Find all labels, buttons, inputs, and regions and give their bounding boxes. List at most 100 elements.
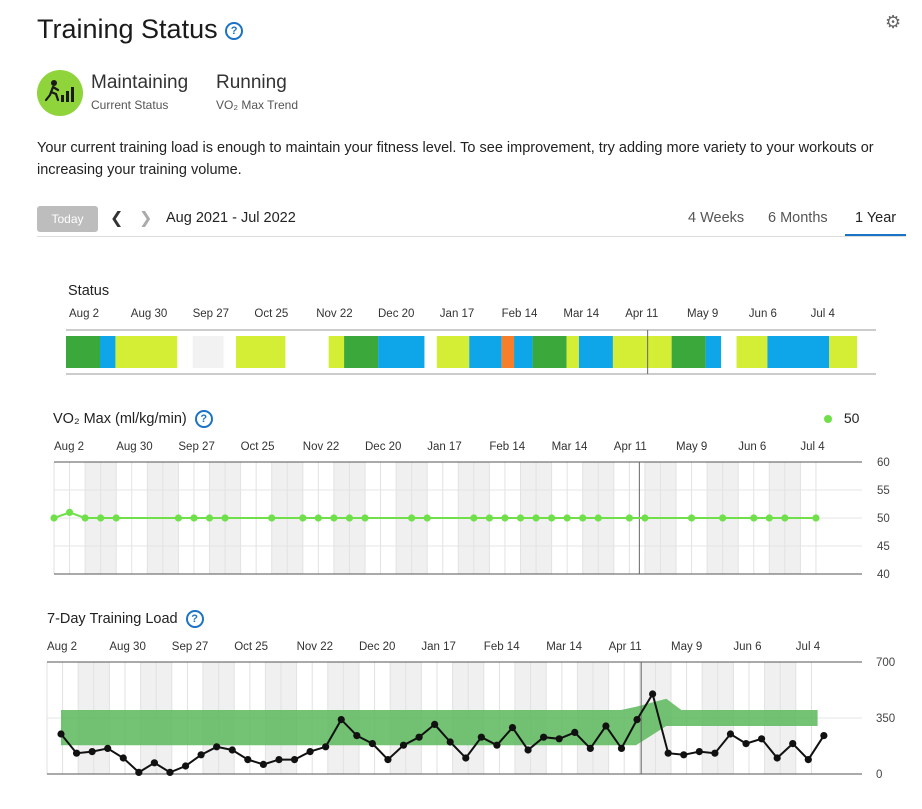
vo2-data-point [812, 514, 820, 522]
load-data-point [275, 756, 283, 764]
load-data-point [181, 762, 190, 770]
vo2-month-label: Oct 25 [241, 441, 275, 453]
load-data-point [649, 690, 657, 698]
load-month-label: Oct 25 [234, 641, 268, 653]
load-month-label: Nov 22 [297, 641, 333, 653]
load-y-tick-label: 0 [876, 769, 882, 781]
vo2-data-point [299, 514, 307, 522]
load-data-point [368, 740, 376, 748]
status-month-label: Mar 14 [563, 308, 599, 320]
load-data-point [384, 756, 392, 764]
chevron-left-icon[interactable]: ❮ [110, 210, 124, 227]
vo2-trend-value: Running [216, 72, 287, 93]
page-title: Training Status ? [37, 14, 244, 45]
vo2-y-tick-label: 50 [877, 513, 890, 525]
current-status-label: Current Status [91, 98, 169, 112]
load-month-label: Mar 14 [546, 641, 582, 653]
vo2-month-label: Apr 11 [614, 441, 647, 453]
vo2-data-point [641, 514, 649, 522]
tab-6-months[interactable]: 6 Months [768, 210, 828, 226]
vo2-y-tick-label: 40 [877, 569, 890, 581]
active-tab-indicator [845, 234, 906, 236]
vo2-month-label: Jul 4 [800, 441, 825, 453]
vo2-trend: Running VO₂ Max Trend [216, 72, 298, 112]
chevron-right-icon[interactable]: ❯ [139, 210, 153, 227]
load-data-point [353, 732, 361, 740]
status-month-label: Feb 14 [502, 308, 538, 320]
vo2-data-point [516, 514, 525, 522]
vo2-y-tick-label: 55 [877, 485, 890, 497]
load-chart-title: 7-Day Training Load ? [47, 610, 204, 628]
load-data-point [72, 749, 81, 757]
vo2-data-point [81, 514, 89, 522]
status-segment-productive [612, 336, 672, 368]
vo2-data-point [314, 514, 322, 522]
status-badge [37, 70, 83, 116]
vo2-data-point [50, 514, 58, 522]
load-data-point [602, 722, 610, 730]
load-y-tick-label: 350 [876, 713, 895, 725]
status-month-label: Aug 2 [69, 308, 99, 320]
load-data-point [415, 733, 423, 741]
load-data-point [290, 756, 299, 764]
vo2-month-label: Mar 14 [552, 441, 588, 453]
vo2-data-point [423, 514, 431, 522]
status-month-label: Jan 17 [440, 308, 475, 320]
status-segment-maintaining [66, 336, 100, 368]
vo2-data-point [65, 508, 74, 516]
load-data-point [446, 738, 454, 746]
vo2-help-icon[interactable]: ? [194, 410, 213, 428]
load-month-label: Feb 14 [484, 641, 520, 653]
load-data-point [789, 740, 797, 748]
help-icon[interactable]: ? [225, 21, 244, 40]
today-button[interactable]: Today [37, 206, 98, 232]
vo2-data-point [268, 514, 276, 522]
vo2-data-point [548, 514, 556, 522]
load-data-point [119, 754, 127, 762]
page-title-text: Training Status [37, 14, 218, 44]
load-month-label: Aug 2 [47, 641, 77, 653]
vo2-data-point [781, 514, 789, 522]
load-data-point [695, 748, 703, 756]
status-segment-recovery [99, 336, 116, 368]
vo2-data-point [330, 514, 338, 522]
vo2-data-point [205, 514, 214, 522]
load-data-point [213, 743, 221, 751]
load-data-point [259, 760, 267, 768]
load-data-point [571, 728, 579, 736]
vo2-month-label: Jun 6 [738, 441, 766, 453]
vo2-data-point [485, 514, 493, 522]
vo2-data-point [532, 514, 540, 522]
status-segment-recovery [578, 336, 613, 368]
load-data-point [57, 730, 65, 738]
load-data-point [166, 768, 174, 776]
tab-4-weeks[interactable]: 4 Weeks [688, 210, 745, 226]
load-data-point [633, 716, 641, 724]
vo2-data-point [97, 514, 105, 522]
status-month-label: Oct 25 [254, 308, 288, 320]
vo2-chart: Aug 2 Aug 30 Sep 27 Oct 25 Nov 22 Dec 20 Jan 1… [50, 441, 890, 581]
vo2-legend: 50 [824, 410, 859, 426]
vo2-data-point [501, 514, 509, 522]
load-month-label: Sep 27 [172, 641, 208, 653]
load-data-point [477, 733, 485, 741]
load-data-point [244, 756, 252, 764]
vo2-data-point [345, 514, 354, 522]
status-chart: Aug 2 Aug 30 Sep 27 Oct 25 Nov 22 Dec 20 Jan 1… [66, 308, 876, 375]
vo2-trend-label: VO₂ Max Trend [216, 98, 299, 112]
vo2-data-point [190, 514, 198, 522]
status-segment-productive [328, 336, 345, 368]
load-data-point [399, 741, 408, 749]
load-help-icon[interactable]: ? [185, 610, 204, 628]
load-data-point [664, 749, 672, 757]
status-month-label: Jul 4 [811, 308, 836, 320]
load-data-point [820, 732, 828, 740]
vo2-y-tick-label: 45 [877, 541, 890, 553]
status-segment-productive [566, 336, 579, 368]
tab-1-year[interactable]: 1 Year [855, 210, 897, 226]
status-segment-recovery [767, 336, 830, 368]
status-chart-title: Status [68, 283, 110, 299]
current-status-value: Maintaining [91, 72, 189, 93]
load-data-point [757, 735, 766, 743]
gear-icon[interactable]: ⚙ [885, 12, 902, 32]
